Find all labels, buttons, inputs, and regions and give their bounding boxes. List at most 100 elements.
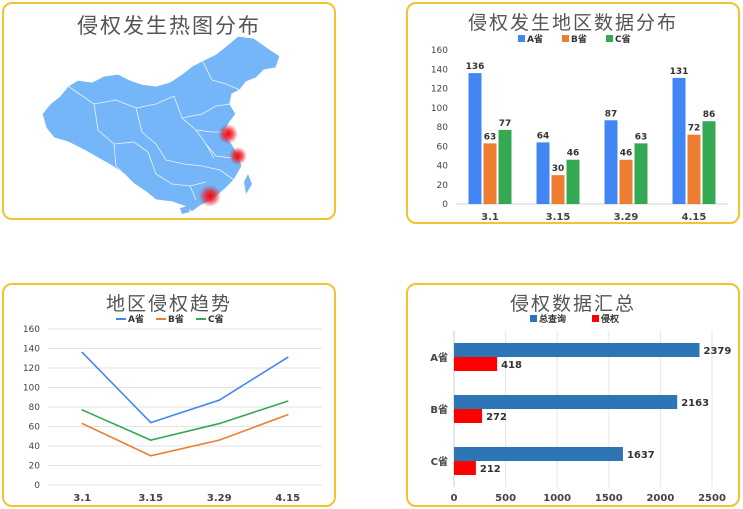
y-tick-label: 60 [29,423,41,433]
data-label: 1637 [627,450,655,461]
x-tick-label: 0 [451,493,458,504]
y-tick-label: 60 [437,142,449,152]
hbar-panel: 侵权数据汇总 0 500 1000 1500 2000 2500 A省 2379 418 B省 21… [406,283,740,507]
data-label: 418 [501,360,522,371]
line-point-3-3 [218,422,221,425]
y-tick-label: 40 [29,442,41,452]
china-outline [41,35,281,213]
data-label: 30 [552,164,565,174]
china-map [41,35,281,214]
hainan-island [180,206,190,214]
series-line-1 [81,351,289,424]
legend-swatch-1 [518,35,525,42]
x-tick-label: 2000 [646,493,674,504]
y-tick-label: 140 [431,65,448,75]
bar-1-2 [536,142,550,204]
line-point-1-3 [218,399,221,401]
bar-panel: 侵权发生地区数据分布 0 20 40 60 80 100 120 140 160 3.1 136 63… [406,2,740,224]
x-tick-label: 1000 [543,493,571,504]
hbar-chart: 0 500 1000 1500 2000 2500 A省 2379 418 B省 2163 272 C省… [430,313,732,504]
y-tick-label: 160 [431,46,448,56]
map-title: 侵权发生热图分布 [77,14,261,38]
bar-title: 侵权发生地区数据分布 [467,12,678,34]
bar-3-2 [566,159,580,204]
data-label: 2163 [681,398,709,409]
bar-3-3 [634,143,648,204]
x-tick-label: 3.15 [546,212,571,223]
hotspot-south [199,185,221,207]
y-tick-label: 40 [437,162,449,172]
bar-3-4 [702,121,716,204]
hbar-2-3 [454,461,476,475]
legend-label-1: A省 [527,33,543,45]
data-label: 87 [605,109,618,119]
legend-swatch-2 [562,35,569,42]
data-label: 2379 [704,346,732,357]
data-label: 86 [703,110,716,120]
line-point-2-3 [218,439,221,441]
x-tick-label: 3.29 [207,493,232,504]
legend-swatch-1 [530,315,537,322]
line-point-2-4 [286,414,289,416]
hotspot-east [218,124,238,144]
y-tick-label: 80 [29,403,41,413]
y-tick-label: 120 [431,85,448,95]
x-tick-label: 3.1 [481,212,499,223]
hbar-1-1 [454,343,700,357]
data-label: 63 [484,132,497,142]
x-tick-label: 4.15 [275,493,300,504]
line-panel: 地区侵权趋势 0 20 40 60 80 100 120 140 160 3.1 3.15 3.29 4… [2,283,336,507]
hbar-1-2 [454,395,678,409]
y-tick-label: C省 [431,455,448,468]
hbar-1-3 [454,447,623,461]
y-tick-label: 140 [23,345,40,355]
bar-1-1 [468,73,482,204]
province-borders [67,59,241,201]
map-panel: 侵权发生热图分布 [2,2,336,220]
legend-swatch-2 [592,315,599,322]
y-tick-label: A省 [430,351,448,364]
legend-label-3: C省 [615,33,631,45]
taiwan-island [244,174,252,194]
data-label: 272 [486,412,507,423]
series-line-2 [81,414,289,457]
bar-1-4 [672,77,686,204]
x-tick-label: 2500 [698,493,726,504]
line-point-3-4 [286,400,289,402]
hbar-2-2 [454,409,483,423]
y-tick-label: 100 [23,384,40,394]
x-tick-label: 3.1 [73,493,91,504]
bar-2-4 [687,134,701,204]
x-tick-label: 500 [495,493,516,504]
legend-label-1: A省 [128,313,144,325]
y-tick-label: 0 [442,200,448,210]
data-label: 77 [499,119,512,129]
x-tick-label: 3.29 [614,212,639,223]
y-tick-label: 80 [437,123,449,133]
hbar-2-1 [454,357,498,371]
data-label: 131 [670,67,689,77]
bar-2-2 [551,175,565,204]
x-tick-label: 3.15 [138,493,163,504]
bar-3-1 [498,129,512,204]
y-tick-label: 20 [29,462,41,472]
x-tick-label: 4.15 [682,212,707,223]
line-point-2-2 [149,454,152,457]
y-tick-label: 0 [34,481,40,491]
data-label: 136 [466,62,485,72]
data-label: 212 [480,464,501,475]
y-tick-label: 100 [431,104,448,114]
legend-label-1: 总查询 [539,313,566,325]
line-chart: 0 20 40 60 80 100 120 140 160 3.1 3.15 3.29 4.15 A省 B省… [23,313,322,504]
line-point-1-4 [286,356,289,359]
y-tick-label: B省 [430,403,448,416]
legend-label-3: C省 [208,313,224,325]
y-tick-label: 20 [437,181,449,191]
data-label: 46 [620,149,633,159]
line-point-3-2 [149,439,152,441]
data-label: 64 [537,131,550,141]
line-title: 地区侵权趋势 [105,293,232,315]
x-tick-label: 1500 [595,493,623,504]
line-point-2-1 [81,422,84,425]
